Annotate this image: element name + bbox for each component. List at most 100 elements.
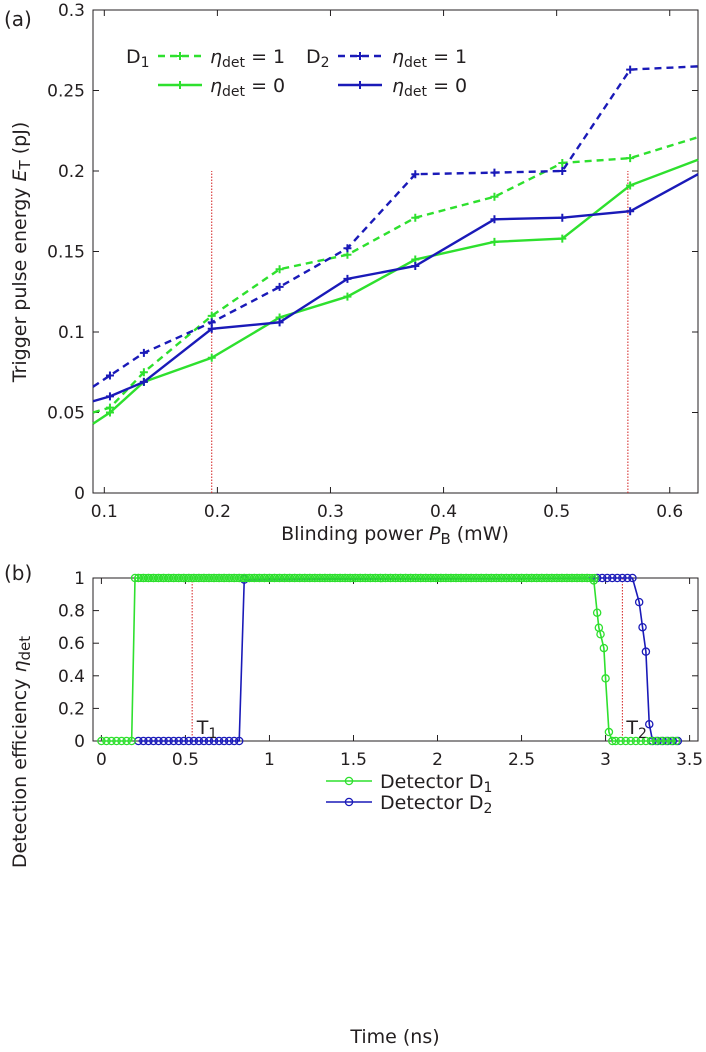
legend-marker — [344, 797, 354, 807]
data-point — [139, 377, 148, 386]
legend-eta-label: ηdet = 0 — [392, 75, 467, 100]
eta-symbol: η — [392, 46, 404, 68]
x-tick-label: 3 — [600, 750, 611, 770]
x-label-sub: B — [440, 530, 450, 548]
eta-eq: = 1 — [427, 46, 467, 68]
data-point — [105, 371, 114, 380]
y-tick-label: 0.3 — [58, 1, 85, 21]
x-tick-label: 2 — [432, 750, 443, 770]
legend-marker — [356, 81, 364, 89]
data-point — [634, 597, 644, 607]
data-point — [611, 736, 620, 746]
data-point — [592, 608, 602, 617]
data-point — [224, 736, 234, 746]
data-point — [107, 736, 116, 746]
x-tick-label: 1 — [264, 750, 275, 770]
data-point — [411, 213, 420, 222]
data-point — [490, 237, 499, 246]
data-point — [645, 719, 654, 729]
x-tick-label: 0.5 — [172, 750, 199, 770]
data-point — [646, 736, 656, 746]
data-point — [275, 318, 284, 327]
series-line-D2-dashed — [92, 65, 699, 388]
data-point — [149, 736, 158, 746]
annotation-letter: T — [196, 717, 209, 739]
x-tick-label: 0.5 — [543, 502, 570, 522]
data-point — [207, 353, 216, 362]
data-point — [623, 573, 632, 583]
y-tick-label: 0.8 — [58, 602, 85, 622]
legend-d1-label: D1 — [126, 46, 150, 71]
legend-d2-label: D2 — [306, 46, 330, 71]
data-point — [616, 736, 625, 746]
d-letter: D — [126, 46, 141, 68]
data-point — [604, 727, 614, 737]
eta-sub: det — [222, 84, 246, 100]
legend-marker — [176, 52, 184, 60]
y-tick-label: 0.4 — [58, 667, 85, 687]
d-letter: D — [306, 46, 321, 68]
y-label-text: Trigger pulse energy — [9, 181, 31, 383]
data-point — [229, 736, 239, 746]
y-tick-label: 0.05 — [47, 404, 85, 424]
data-point — [641, 647, 651, 656]
y-axis-label-b: Detection efficiency ηdet — [9, 636, 34, 868]
data-point — [159, 736, 168, 746]
data-point — [343, 292, 352, 301]
data-point — [105, 408, 114, 417]
y-tick-label: 0.2 — [58, 162, 85, 182]
data-point — [618, 573, 627, 583]
legend-eta-label: ηdet = 1 — [210, 46, 285, 71]
data-point — [139, 736, 148, 746]
data-point — [666, 736, 676, 746]
data-point — [671, 736, 681, 746]
eta-sub: det — [404, 55, 428, 71]
data-point — [558, 158, 567, 167]
data-point — [636, 736, 646, 746]
eta-symbol: η — [210, 75, 222, 97]
y-tick-label: 0.2 — [58, 699, 85, 719]
data-point — [621, 736, 630, 746]
series-line-D1 — [101, 577, 677, 742]
data-point — [209, 736, 219, 746]
y-axis-label-a: Trigger pulse energy ET (pJ) — [9, 122, 34, 384]
data-point — [631, 736, 641, 746]
legend-sub: 1 — [483, 780, 492, 796]
data-point — [656, 736, 666, 746]
legend-text: Detector D — [380, 792, 483, 814]
data-point — [127, 736, 136, 746]
annotation-sub: 2 — [638, 726, 647, 742]
eta-symbol: η — [392, 75, 404, 97]
y-tick-label: 0 — [74, 732, 85, 752]
legend-marker — [344, 776, 354, 786]
time-annotation: T1 — [196, 717, 218, 742]
data-point — [638, 622, 647, 632]
data-point — [139, 348, 148, 357]
y-label-symbol: E — [9, 169, 31, 181]
data-point — [590, 573, 599, 583]
y-tick-label: 0.1 — [58, 323, 85, 343]
data-point — [608, 736, 617, 746]
y-label-sub: T — [16, 159, 34, 170]
legend-eta-label: ηdet = 0 — [210, 75, 285, 100]
data-point — [199, 736, 209, 746]
data-point — [164, 736, 173, 746]
series-line-D2 — [138, 577, 678, 742]
x-tick-label: 0.3 — [317, 502, 344, 522]
data-point — [558, 213, 567, 222]
data-point — [558, 167, 567, 175]
data-point — [343, 244, 352, 253]
data-point — [596, 629, 605, 639]
data-point — [587, 573, 597, 583]
data-point — [613, 573, 622, 583]
data-point — [601, 674, 610, 683]
data-point — [490, 168, 499, 177]
x-tick-label: 0 — [96, 750, 107, 770]
eta-eq: = 1 — [245, 46, 285, 68]
legend-eta-label: ηdet = 1 — [392, 46, 467, 71]
eta-eq: = 0 — [427, 75, 467, 97]
legend-sub: 2 — [483, 801, 492, 817]
eta-eq: = 0 — [245, 75, 285, 97]
data-point — [105, 392, 114, 401]
